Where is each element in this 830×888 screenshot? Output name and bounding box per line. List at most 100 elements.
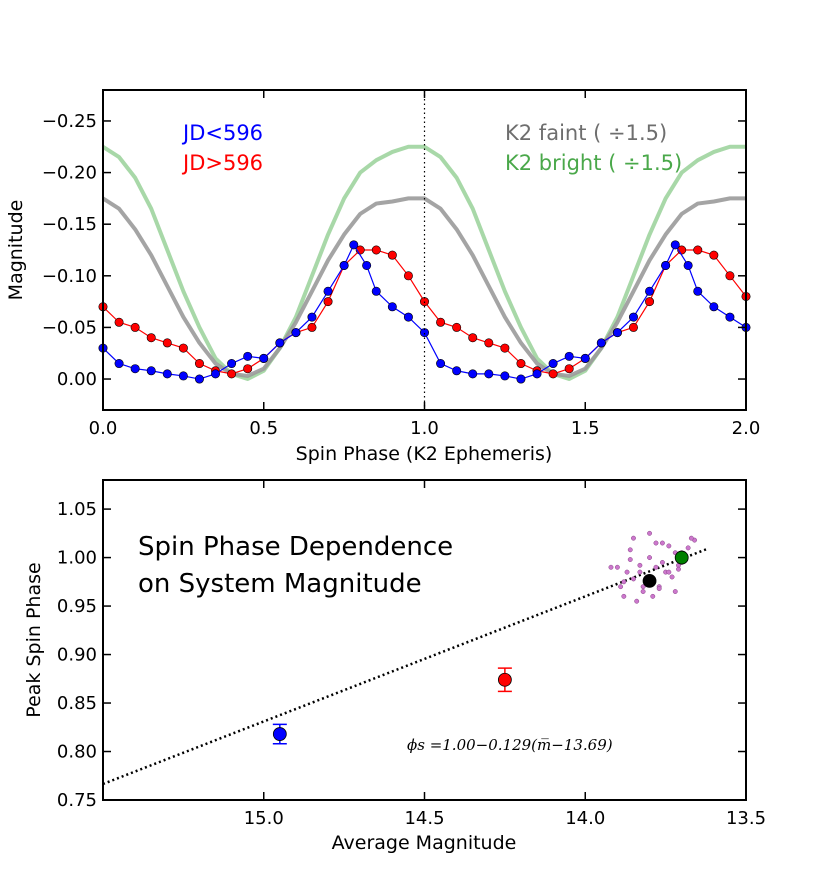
bottom-y-tick-label: 1.05	[57, 499, 97, 520]
bootstrap-point	[634, 598, 640, 604]
bootstrap-point	[627, 547, 633, 553]
series-point-1	[709, 250, 719, 260]
series-point-1	[194, 359, 204, 369]
bootstrap-point	[621, 593, 627, 599]
series-point-1	[162, 338, 172, 348]
series-point-0	[564, 351, 574, 361]
bootstrap-point	[627, 557, 633, 562]
series-point-1	[468, 333, 478, 343]
series-point-0	[114, 359, 124, 369]
fit-line	[102, 547, 708, 786]
series-point-1	[693, 245, 703, 255]
bootstrap-point	[659, 540, 665, 546]
series-point-0	[468, 369, 478, 379]
series-point-0	[403, 312, 413, 322]
series-point-1	[452, 322, 462, 332]
series-point-0	[227, 359, 237, 369]
bottom-y-tick-label: 0.80	[57, 742, 97, 763]
top-x-tick-label: 1.5	[571, 418, 600, 439]
series-point-1	[307, 322, 317, 332]
legend-jd-early: JD<596	[181, 121, 263, 145]
series-point-1	[146, 333, 156, 343]
series-point-0	[291, 328, 301, 338]
series-point-1	[484, 338, 494, 348]
bottom-y-tick-label: 0.75	[57, 790, 97, 811]
top-axis-ticks: 0.0 0.5 1.0 1.5 2.0 −0.25 −0.20 −0.15 −0.10 −0.05…	[42, 90, 760, 439]
top-y-tick-label: −0.05	[42, 317, 97, 338]
top-y-tick-label: −0.15	[42, 214, 97, 235]
series-point-1	[516, 359, 526, 369]
bottom-x-tick-label: 13.5	[726, 808, 766, 829]
top-x-tick-label: 0.0	[89, 418, 118, 439]
bootstrap-point	[659, 559, 665, 565]
series-point-0	[596, 338, 606, 348]
bootstrap-point	[621, 579, 627, 585]
series-point-0	[349, 240, 359, 250]
series-point-1	[227, 369, 237, 379]
series-point-0	[362, 260, 372, 270]
series-point-1	[645, 297, 655, 307]
bootstrap-point	[647, 555, 652, 561]
bottom-y-tick-label: 0.95	[57, 596, 97, 617]
series-point-0	[211, 369, 221, 379]
series-point-1	[387, 250, 397, 260]
data-point-jd-596	[497, 672, 512, 687]
legend-k2-bright: K2 bright ( ÷1.5)	[505, 151, 682, 175]
series-point-0	[387, 302, 397, 312]
bootstrap-point	[672, 589, 678, 594]
bootstrap-point	[637, 562, 643, 568]
series-point-0	[259, 353, 269, 363]
bottom-axis-ticks: 15.0 14.5 14.0 13.5 0.75 0.80 0.85 0.90 0.95 1.00…	[57, 480, 766, 829]
series-point-0	[725, 312, 735, 322]
bootstrap-point	[608, 564, 614, 570]
series-point-0	[178, 371, 188, 381]
bottom-y-tick-label: 0.85	[57, 693, 97, 714]
legend-k2-faint: K2 faint ( ÷1.5)	[505, 121, 667, 145]
bottom-phase-magnitude-panel: 15.0 14.5 14.0 13.5 0.75 0.80 0.85 0.90 0.95 1.00…	[23, 479, 766, 854]
top-x-tick-label: 1.0	[410, 418, 439, 439]
bottom-x-tick-label: 14.0	[565, 808, 605, 829]
series-point-1	[130, 322, 140, 332]
top-y-tick-label: −0.20	[42, 163, 97, 184]
bootstrap-point	[666, 569, 672, 575]
series-point-0	[484, 369, 494, 379]
top-light-curve-panel: 0.0 0.5 1.0 1.5 2.0 −0.25 −0.20 −0.15 −0.10 −0.05…	[5, 89, 760, 465]
series-point-0	[419, 328, 429, 338]
series-point-0	[307, 312, 317, 322]
bottom-title-line-1: Spin Phase Dependence	[138, 532, 453, 562]
series-point-1	[403, 271, 413, 281]
series-point-0	[548, 359, 558, 369]
bootstrap-point	[669, 574, 675, 580]
top-x-tick-label: 2.0	[732, 418, 761, 439]
series-point-0	[194, 374, 204, 384]
bootstrap-point	[685, 545, 691, 551]
series-point-0	[628, 312, 638, 322]
series-point-1	[178, 343, 188, 353]
series-point-0	[683, 260, 693, 270]
series-point-0	[452, 366, 462, 376]
top-y-tick-label: 0.00	[57, 369, 97, 390]
data-point-jd-596	[272, 727, 287, 741]
bootstrap-point	[688, 535, 694, 541]
series-point-0	[693, 286, 703, 296]
bottom-y-tick-label: 0.90	[57, 645, 97, 666]
bottom-x-tick-label: 14.5	[404, 808, 444, 829]
bootstrap-point	[624, 569, 630, 575]
bottom-plot-area	[102, 530, 708, 786]
bootstrap-point	[653, 540, 659, 546]
series-point-0	[661, 260, 671, 270]
series-point-1	[371, 245, 381, 255]
data-point-k2-faint	[642, 573, 657, 588]
series-point-0	[436, 359, 446, 369]
bootstrap-point	[637, 569, 643, 575]
top-y-tick-label: −0.10	[42, 266, 97, 287]
bootstrap-point	[618, 584, 624, 590]
bottom-x-axis-label: Average Magnitude	[332, 832, 517, 854]
bootstrap-point	[650, 593, 656, 599]
series-point-1	[725, 271, 735, 281]
series-point-0	[243, 351, 253, 361]
series-point-1	[114, 317, 124, 327]
bottom-x-tick-label: 15.0	[244, 808, 284, 829]
bootstrap-point	[640, 584, 646, 590]
series-point-0	[709, 302, 719, 312]
